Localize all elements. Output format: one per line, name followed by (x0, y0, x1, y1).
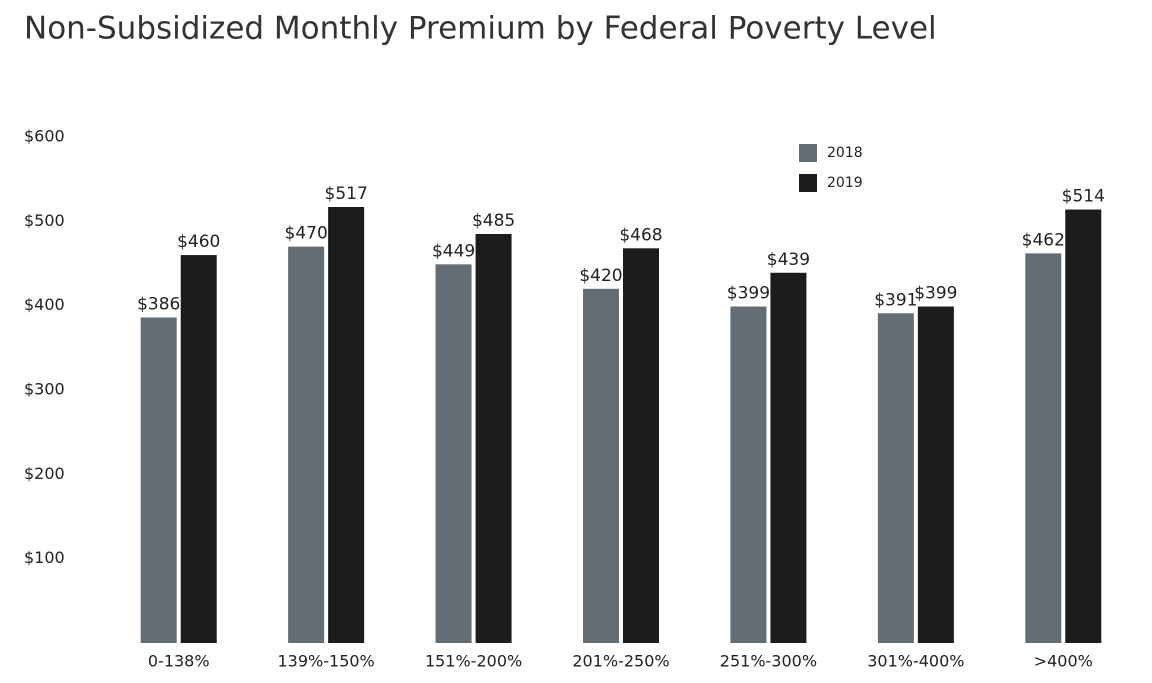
y-tick-label: $300 (24, 380, 65, 399)
x-tick-label: 151%-200% (425, 652, 522, 671)
bar (1065, 209, 1102, 643)
value-label: $485 (472, 211, 515, 231)
value-label: $470 (285, 224, 328, 244)
value-label: $514 (1062, 187, 1105, 207)
value-label: $399 (727, 284, 770, 304)
y-tick-label: $400 (24, 295, 65, 314)
bar (180, 255, 217, 644)
bar (583, 288, 619, 643)
value-label: $399 (914, 284, 957, 304)
bar (475, 233, 512, 643)
y-tick-label: $500 (24, 211, 65, 230)
bar (917, 306, 954, 643)
x-tick-label: 0-138% (148, 652, 210, 671)
bar (288, 246, 325, 643)
y-tick-label: $200 (24, 464, 65, 483)
bar (877, 313, 914, 643)
legend-label: 2018 (827, 145, 863, 161)
value-label: $462 (1022, 230, 1065, 250)
bar (730, 306, 767, 643)
value-label: $386 (137, 294, 180, 314)
bar (1025, 253, 1062, 643)
x-tick-label: 301%-400% (867, 652, 964, 671)
value-label: $449 (432, 241, 475, 261)
value-label: $391 (874, 290, 917, 310)
x-tick-label: >400% (1034, 652, 1093, 671)
value-label: $460 (177, 232, 220, 252)
x-tick-label: 139%-150% (278, 652, 375, 671)
x-tick-label: 251%-300% (720, 652, 817, 671)
legend-swatch (799, 144, 817, 162)
x-tick-label: 201%-250% (572, 652, 669, 671)
value-label: $420 (579, 266, 622, 286)
y-tick-label: $600 (24, 127, 65, 146)
y-tick-label: $100 (24, 548, 65, 567)
chart-title: Non-Subsidized Monthly Premium by Federa… (24, 11, 937, 47)
bar (435, 264, 472, 643)
value-label: $439 (767, 250, 810, 270)
legend-label: 2019 (827, 175, 863, 191)
bar (770, 272, 807, 643)
value-label: $468 (619, 225, 662, 245)
value-label: $517 (325, 184, 368, 204)
bar (328, 206, 365, 643)
bar (140, 317, 177, 643)
legend-swatch (799, 174, 817, 192)
bar (623, 248, 659, 643)
